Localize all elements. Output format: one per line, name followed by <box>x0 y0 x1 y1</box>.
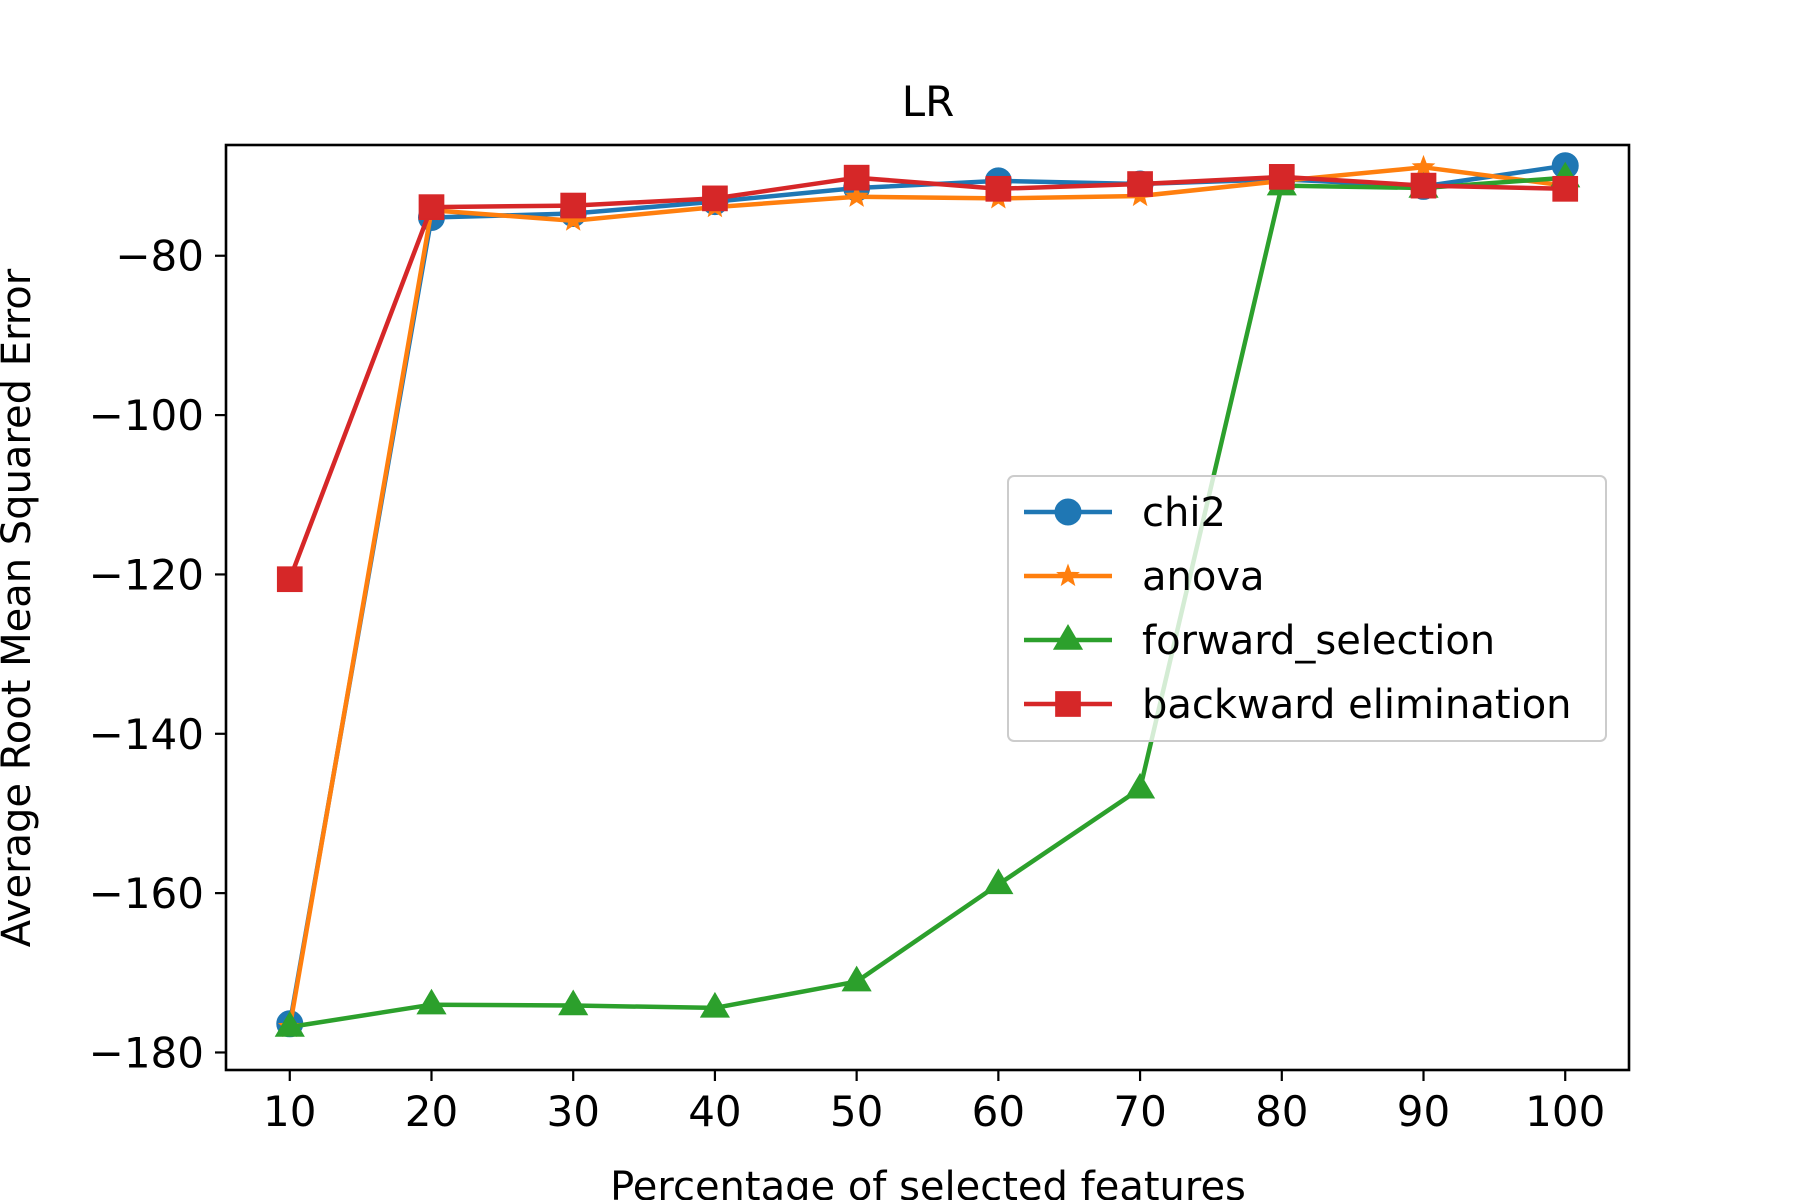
x-tick-label: 60 <box>972 1087 1025 1136</box>
data-point <box>1268 164 1295 190</box>
y-tick-label: −140 <box>89 710 204 759</box>
plot-area <box>274 152 1581 1038</box>
legend-marker <box>1054 498 1082 526</box>
plot-frame <box>224 143 1631 1072</box>
legend-item: chi2 <box>1024 490 1226 536</box>
data-point <box>841 965 872 992</box>
series-3 <box>276 164 1579 593</box>
data-point <box>1552 175 1579 202</box>
data-point <box>276 566 303 593</box>
series-line <box>287 175 1568 1030</box>
data-point <box>985 175 1012 202</box>
legend-label: anova <box>1142 554 1265 600</box>
y-tick-label: −80 <box>115 232 204 281</box>
y-axis-label: Average Root Mean Squared Error <box>0 268 40 947</box>
x-tick-label: 30 <box>546 1087 599 1136</box>
y-tick-label: −100 <box>89 391 204 440</box>
axes: 10 20 30 40 50 60 70 80 90 100 −180 −160 −140 −120 −10… <box>89 232 1606 1136</box>
legend-marker <box>1056 563 1080 587</box>
data-point <box>1127 171 1153 197</box>
legend-label: backward elimination <box>1142 682 1572 728</box>
data-point <box>558 989 589 1016</box>
x-tick-label: 100 <box>1525 1087 1605 1136</box>
legend-box <box>1007 475 1607 742</box>
x-tick-label: 40 <box>688 1087 741 1136</box>
data-point <box>418 194 445 220</box>
x-axis-label: Percentage of selected features <box>610 1164 1246 1200</box>
legend-item: anova <box>1024 554 1265 600</box>
legend-marker <box>1052 624 1084 650</box>
legend-marker <box>1055 691 1081 717</box>
x-tick-label: 10 <box>263 1087 316 1136</box>
series-line <box>287 174 1568 582</box>
data-point <box>699 991 730 1018</box>
data-point <box>844 184 869 207</box>
data-point <box>983 868 1014 895</box>
x-tick-label: 80 <box>1255 1087 1308 1136</box>
legend-item: forward_selection <box>1024 618 1495 664</box>
data-point <box>1410 172 1437 199</box>
legend-label: forward_selection <box>1142 618 1495 664</box>
chart-title: LR <box>902 77 955 126</box>
x-tick-label: 90 <box>1397 1087 1450 1136</box>
data-point <box>843 164 870 191</box>
data-point <box>1125 772 1156 799</box>
data-point <box>702 185 728 212</box>
data-point <box>274 1011 305 1037</box>
y-tick-label: −180 <box>89 1028 204 1077</box>
data-point <box>560 192 587 219</box>
data-point <box>1411 154 1436 178</box>
data-point <box>416 988 447 1015</box>
series-line <box>287 165 1568 1030</box>
legend-item: backward elimination <box>1024 682 1572 728</box>
legend: chi2 anova forward_selection backward elimi… <box>1007 475 1607 742</box>
x-tick-label: 70 <box>1113 1087 1166 1136</box>
legend-label: chi2 <box>1142 490 1226 536</box>
x-tick-label: 50 <box>830 1087 883 1136</box>
y-tick-label: −160 <box>89 869 204 918</box>
y-tick-label: −120 <box>89 550 204 599</box>
x-tick-label: 20 <box>405 1087 458 1136</box>
